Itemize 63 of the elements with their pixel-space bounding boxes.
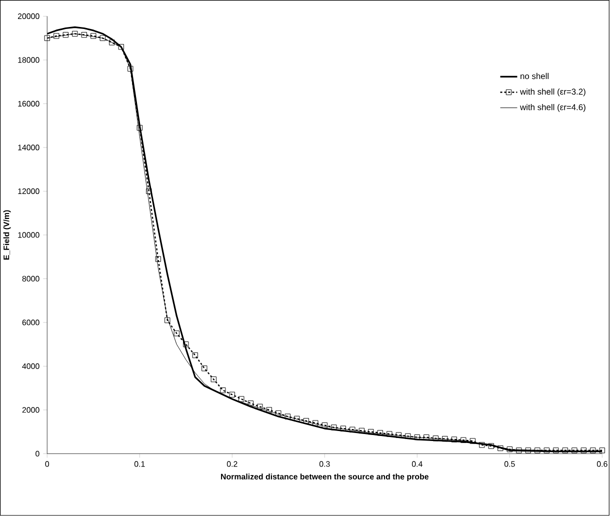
point xyxy=(81,32,87,38)
point xyxy=(109,40,115,46)
point xyxy=(340,426,346,432)
point xyxy=(479,442,485,448)
point xyxy=(432,436,438,442)
point xyxy=(164,318,170,324)
point xyxy=(350,426,356,433)
point xyxy=(386,431,392,437)
point xyxy=(312,420,318,426)
point xyxy=(405,433,411,440)
point xyxy=(396,432,402,438)
point xyxy=(534,448,540,454)
point xyxy=(146,188,152,194)
legend-label: with shell (εr=3.2) xyxy=(520,88,586,96)
point xyxy=(506,446,512,452)
point xyxy=(580,448,586,454)
point xyxy=(599,448,605,454)
legend-label: with shell (εr=4.6) xyxy=(520,104,586,112)
point xyxy=(257,404,263,410)
point xyxy=(414,434,420,440)
point xyxy=(100,35,106,42)
point xyxy=(562,448,568,454)
point xyxy=(238,396,244,402)
point xyxy=(553,448,559,454)
point xyxy=(44,35,50,42)
point xyxy=(331,424,337,430)
point xyxy=(284,414,290,420)
point xyxy=(136,125,142,131)
point xyxy=(377,430,383,436)
point xyxy=(470,438,476,444)
point xyxy=(572,448,578,454)
point xyxy=(174,330,180,336)
legend-label: no shell xyxy=(520,73,549,80)
point xyxy=(303,418,309,424)
point xyxy=(62,32,68,38)
point xyxy=(294,416,300,422)
point xyxy=(183,342,189,348)
point xyxy=(276,410,282,416)
point xyxy=(368,429,374,435)
point xyxy=(516,448,522,454)
point xyxy=(358,428,364,434)
point xyxy=(229,392,235,398)
point xyxy=(118,44,124,50)
point xyxy=(590,448,596,454)
point xyxy=(128,66,134,72)
point xyxy=(210,376,216,382)
point xyxy=(220,388,226,394)
point xyxy=(322,422,328,428)
point xyxy=(54,33,60,39)
point xyxy=(90,33,96,39)
point xyxy=(442,436,448,442)
point xyxy=(192,352,198,358)
point xyxy=(460,437,466,444)
point xyxy=(544,448,550,454)
point xyxy=(266,407,272,413)
point xyxy=(202,366,208,372)
point xyxy=(155,256,161,262)
point xyxy=(498,445,504,452)
point xyxy=(525,448,531,454)
point xyxy=(248,400,254,406)
point xyxy=(451,436,457,442)
point xyxy=(72,31,78,37)
point xyxy=(488,443,494,449)
